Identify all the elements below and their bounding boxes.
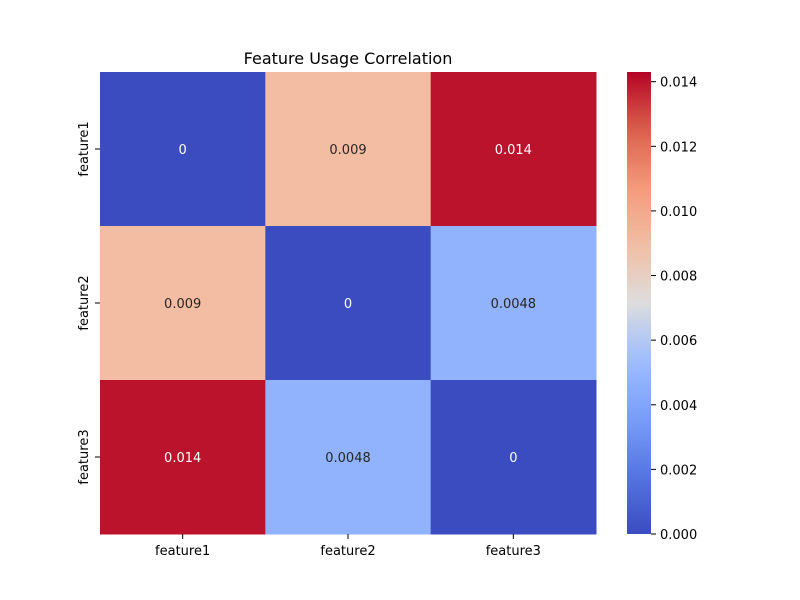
cell-value-label: 0.009 [164,297,201,312]
heatmap-cell-feature1-feature1 [100,72,266,227]
colorbar-tick-label: 0.014 [660,76,697,91]
heatmap-cell-feature1-feature3 [430,72,597,227]
colorbar: 0.000 0.002 0.004 0.006 0.008 0.010 0.012 0.014 [627,72,697,543]
heatmap-cell-labels: 0 0.009 0.014 0.009 0 0.0048 0.014 0.0048 0 [164,143,536,466]
x-axis: feature1 feature2 feature3 [155,534,541,559]
heatmap-cell-feature3-feature2 [265,380,432,535]
chart-title: Feature Usage Correlation [244,49,453,68]
cell-value-label: 0.0048 [491,297,537,312]
colorbar-tick-label: 0.012 [660,140,697,155]
y-tick-label: feature1 [77,121,92,176]
cell-value-label: 0.014 [164,451,201,466]
colorbar-gradient [627,72,651,534]
x-tick-label: feature1 [155,544,210,559]
colorbar-tick-label: 0.010 [660,205,697,220]
y-axis: feature1 feature2 feature3 [77,121,100,485]
heatmap-cell-feature3-feature3 [430,380,597,535]
heatmap-cell-feature2-feature3 [430,226,597,381]
x-tick-label: feature2 [320,544,375,559]
heatmap-cell-feature3-feature1 [100,380,266,535]
x-tick-label: feature3 [486,544,541,559]
cell-value-label: 0.009 [329,143,366,158]
colorbar-tick-label: 0.000 [660,528,697,543]
cell-value-label: 0.014 [495,143,532,158]
y-tick-label: feature2 [77,275,92,330]
cell-value-label: 0 [509,451,517,466]
heatmap-cell-feature1-feature2 [265,72,432,227]
cell-value-label: 0 [344,297,352,312]
heatmap-cells [100,72,597,535]
heatmap-cell-feature2-feature2 [265,226,432,381]
colorbar-tick-label: 0.004 [660,399,697,414]
colorbar-tick-label: 0.006 [660,334,697,349]
colorbar-tick-label: 0.002 [660,463,697,478]
heatmap-cell-feature2-feature1 [100,226,266,381]
y-tick-label: feature3 [77,429,92,484]
cell-value-label: 0.0048 [325,451,371,466]
cell-value-label: 0 [179,143,187,158]
colorbar-tick-label: 0.008 [660,270,697,285]
